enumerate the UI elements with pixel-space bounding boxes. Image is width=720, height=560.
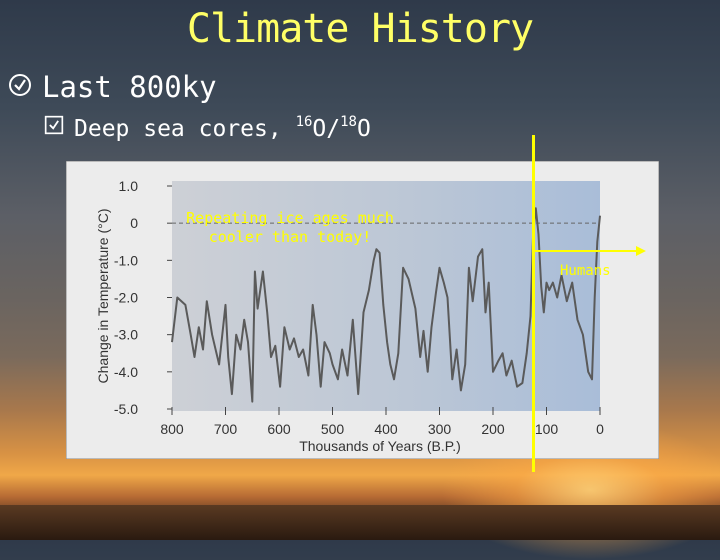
bullet-last-800ky-text: Last 800ky: [42, 70, 217, 104]
x-tick-label: 800: [160, 421, 184, 437]
arrow-head-icon: [636, 246, 646, 256]
x-tick-label: 0: [596, 421, 604, 437]
y-tick-label: -4.0: [114, 364, 138, 380]
humans-marker-line: [532, 135, 535, 472]
isotope-18-mass: 18: [340, 114, 357, 130]
y-tick-label: -2.0: [114, 290, 138, 306]
x-tick-label: 200: [481, 421, 505, 437]
check-box-icon: [8, 70, 32, 104]
y-tick-label: -1.0: [114, 252, 138, 268]
temperature-series-line: [171, 207, 601, 403]
x-tick-label: 400: [374, 421, 398, 437]
y-tick-label: 0: [130, 215, 138, 231]
y-axis-label: Change in Temperature (°C): [95, 209, 111, 384]
humans-label: Humans: [560, 263, 611, 279]
background-ground: [0, 505, 720, 540]
x-tick-label: 500: [321, 421, 345, 437]
bullet-text-main: Deep sea cores,: [74, 116, 296, 142]
x-tick-label: 600: [267, 421, 291, 437]
slide-title: Climate History: [186, 6, 534, 52]
bullet-deep-sea-cores-text: Deep sea cores, 16O/18O: [74, 114, 371, 142]
x-tick-label: 100: [535, 421, 559, 437]
x-tick-label: 700: [214, 421, 238, 437]
ice-age-annotation-line-2: cooler than today!: [208, 228, 372, 246]
isotope-16-symbol: O/: [312, 116, 341, 142]
check-box-icon: [44, 115, 64, 141]
plot-area: [172, 181, 600, 411]
isotope-16-mass: 16: [295, 114, 313, 130]
bullet-last-800ky: Last 800ky: [8, 70, 217, 104]
isotope-18-symbol: O: [356, 116, 371, 142]
humans-arrow: [534, 250, 640, 252]
x-axis-label: Thousands of Years (B.P.): [299, 438, 461, 454]
y-tick-label: -3.0: [114, 327, 138, 343]
ice-age-annotation-line-1: Repeating ice ages much: [186, 209, 394, 227]
temperature-chart-svg: 1.0 0 -1.0 -2.0 -3.0 -4.0 -5.0 800 700 600 500 400…: [65, 160, 660, 460]
x-tick-label: 300: [428, 421, 452, 437]
ice-age-annotation: Repeating ice ages much cooler than toda…: [186, 209, 394, 247]
y-tick-label: -5.0: [114, 401, 138, 417]
y-tick-label: 1.0: [119, 178, 139, 194]
bullet-deep-sea-cores: Deep sea cores, 16O/18O: [44, 114, 371, 142]
temperature-chart: 1.0 0 -1.0 -2.0 -3.0 -4.0 -5.0 800 700 600 500 400…: [65, 160, 660, 460]
